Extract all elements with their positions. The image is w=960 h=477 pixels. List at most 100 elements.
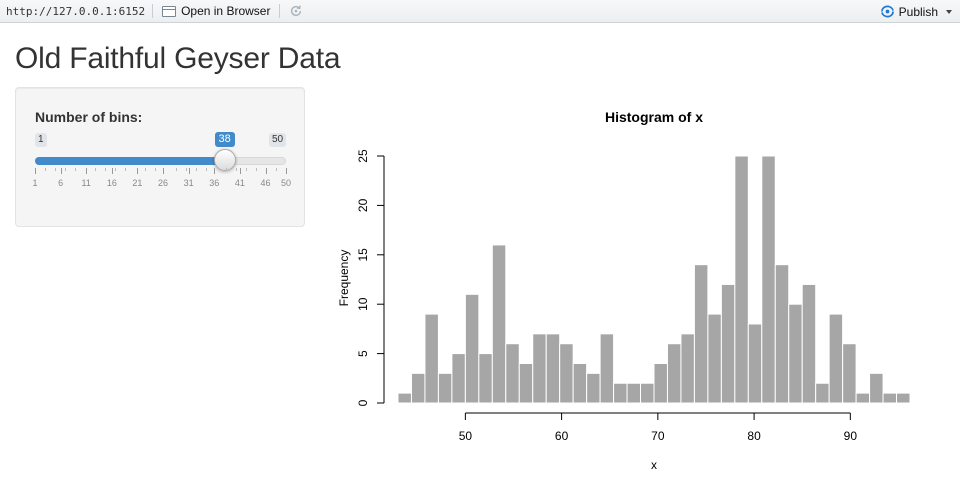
y-axis: 0 5 10 15 20 25 bbox=[356, 149, 385, 406]
histogram-bar bbox=[532, 333, 547, 404]
refresh-button[interactable] bbox=[287, 2, 305, 21]
histogram-bar bbox=[666, 343, 682, 404]
histogram-bar bbox=[464, 293, 480, 404]
histogram-bar bbox=[693, 264, 709, 404]
slider-tick-label: 41 bbox=[234, 178, 245, 188]
histogram-bar bbox=[680, 333, 695, 404]
bins-slider-label: Number of bins: bbox=[35, 109, 143, 125]
bins-slider-handle[interactable] bbox=[213, 149, 236, 171]
histogram-bar bbox=[869, 372, 884, 404]
slider-minor-tick bbox=[65, 168, 67, 171]
histogram-bar bbox=[545, 333, 561, 404]
open-in-browser-button[interactable]: Open in Browser bbox=[160, 2, 272, 21]
histogram-bar bbox=[599, 333, 615, 404]
chart-title: Histogram of x bbox=[605, 109, 703, 125]
histogram-bar bbox=[626, 382, 642, 404]
toolbar-divider bbox=[152, 4, 154, 18]
slider-tick-label: 11 bbox=[81, 178, 91, 188]
x-axis-label: x bbox=[651, 458, 657, 472]
slider-minor-tick bbox=[45, 168, 47, 171]
slider-major-tick bbox=[111, 168, 113, 174]
histogram-bar bbox=[478, 353, 493, 404]
x-tick-label: 90 bbox=[844, 429, 858, 443]
viewer-toolbar: http://127.0.0.1:6152 Open in Browser Pu… bbox=[0, 0, 960, 23]
bins-slider-fill bbox=[35, 157, 225, 165]
x-tick-label: 50 bbox=[459, 429, 473, 443]
slider-minor-tick bbox=[235, 168, 237, 171]
browser-window-icon bbox=[162, 5, 177, 17]
histogram-bar bbox=[397, 392, 412, 404]
histogram-bar bbox=[828, 313, 844, 404]
url-text: http://127.0.0.1:6152 bbox=[6, 4, 146, 18]
histogram-svg: Histogram of x x Frequency 50 60 70 80 90 0 5… bbox=[337, 109, 911, 472]
histogram-bar bbox=[518, 362, 534, 404]
histogram-bar bbox=[734, 155, 749, 404]
histogram-bar bbox=[842, 343, 857, 404]
slider-minor-tick bbox=[225, 168, 227, 171]
histogram-bar bbox=[747, 323, 763, 404]
slider-major-tick bbox=[137, 168, 139, 174]
slider-tick-label: 46 bbox=[260, 178, 271, 188]
histogram-bar bbox=[491, 244, 507, 404]
slider-minor-tick bbox=[195, 168, 197, 171]
slider-minor-tick bbox=[145, 168, 147, 171]
histogram-bar bbox=[720, 283, 736, 404]
histogram-bar bbox=[896, 392, 911, 404]
publish-button[interactable]: Publish bbox=[880, 2, 952, 21]
slider-minor-tick bbox=[95, 168, 97, 171]
open-in-browser-label: Open in Browser bbox=[181, 4, 271, 18]
histogram-bar bbox=[437, 372, 453, 404]
histogram-bar bbox=[707, 313, 722, 404]
slider-tick-label: 50 bbox=[280, 178, 292, 188]
slider-max-badge: 50 bbox=[269, 133, 287, 147]
slider-minor-tick bbox=[115, 168, 117, 171]
slider-major-tick bbox=[86, 168, 88, 174]
slider-tick-label: 36 bbox=[209, 178, 220, 188]
histogram-bars bbox=[397, 155, 911, 404]
slider-minor-tick bbox=[75, 168, 77, 171]
y-tick-label: 5 bbox=[356, 350, 370, 357]
histogram-plot: Histogram of x x Frequency 50 60 70 80 90 0 5… bbox=[330, 100, 960, 477]
slider-major-tick bbox=[35, 168, 36, 174]
y-tick-label: 20 bbox=[356, 198, 370, 212]
histogram-bar bbox=[451, 353, 466, 404]
chevron-down-icon[interactable] bbox=[946, 9, 952, 14]
y-axis-label: Frequency bbox=[337, 250, 351, 307]
slider-min-badge: 1 bbox=[35, 133, 47, 147]
x-tick-label: 80 bbox=[747, 429, 761, 443]
histogram-bar bbox=[788, 303, 803, 404]
x-tick-label: 60 bbox=[555, 429, 569, 443]
histogram-bar bbox=[855, 392, 871, 404]
histogram-bar bbox=[640, 382, 655, 404]
slider-minor-tick bbox=[275, 168, 277, 171]
histogram-bar bbox=[505, 343, 520, 404]
histogram-bar bbox=[882, 392, 898, 404]
slider-tick-label: 26 bbox=[158, 178, 169, 188]
histogram-bar bbox=[761, 155, 776, 404]
slider-major-tick bbox=[286, 168, 287, 174]
histogram-bar bbox=[559, 343, 574, 404]
sidebar-panel: Number of bins: 1 50 38 1 6 11 16 21 26 31 36 41… bbox=[15, 87, 305, 227]
publish-icon bbox=[880, 5, 894, 18]
histogram-bar bbox=[774, 264, 790, 404]
slider-minor-tick bbox=[155, 168, 157, 171]
slider-minor-tick bbox=[105, 168, 107, 171]
slider-major-tick bbox=[188, 168, 190, 174]
slider-value-badge: 38 bbox=[214, 132, 235, 147]
y-tick-label: 0 bbox=[356, 399, 370, 406]
slider-major-tick bbox=[265, 168, 267, 174]
publish-label: Publish bbox=[898, 4, 938, 19]
histogram-bar bbox=[424, 313, 439, 404]
slider-minor-tick bbox=[245, 168, 247, 171]
histogram-bar bbox=[653, 362, 668, 404]
x-axis: 50 60 70 80 90 bbox=[459, 412, 858, 443]
slider-major-tick bbox=[60, 168, 62, 174]
slider-minor-tick bbox=[185, 168, 187, 171]
slider-minor-tick bbox=[125, 168, 127, 171]
slider-minor-tick bbox=[255, 168, 257, 171]
histogram-bar bbox=[801, 283, 817, 404]
refresh-icon bbox=[291, 5, 302, 17]
slider-major-tick bbox=[214, 168, 216, 174]
slider-tick-label: 21 bbox=[132, 178, 143, 188]
y-tick-label: 10 bbox=[356, 297, 370, 311]
